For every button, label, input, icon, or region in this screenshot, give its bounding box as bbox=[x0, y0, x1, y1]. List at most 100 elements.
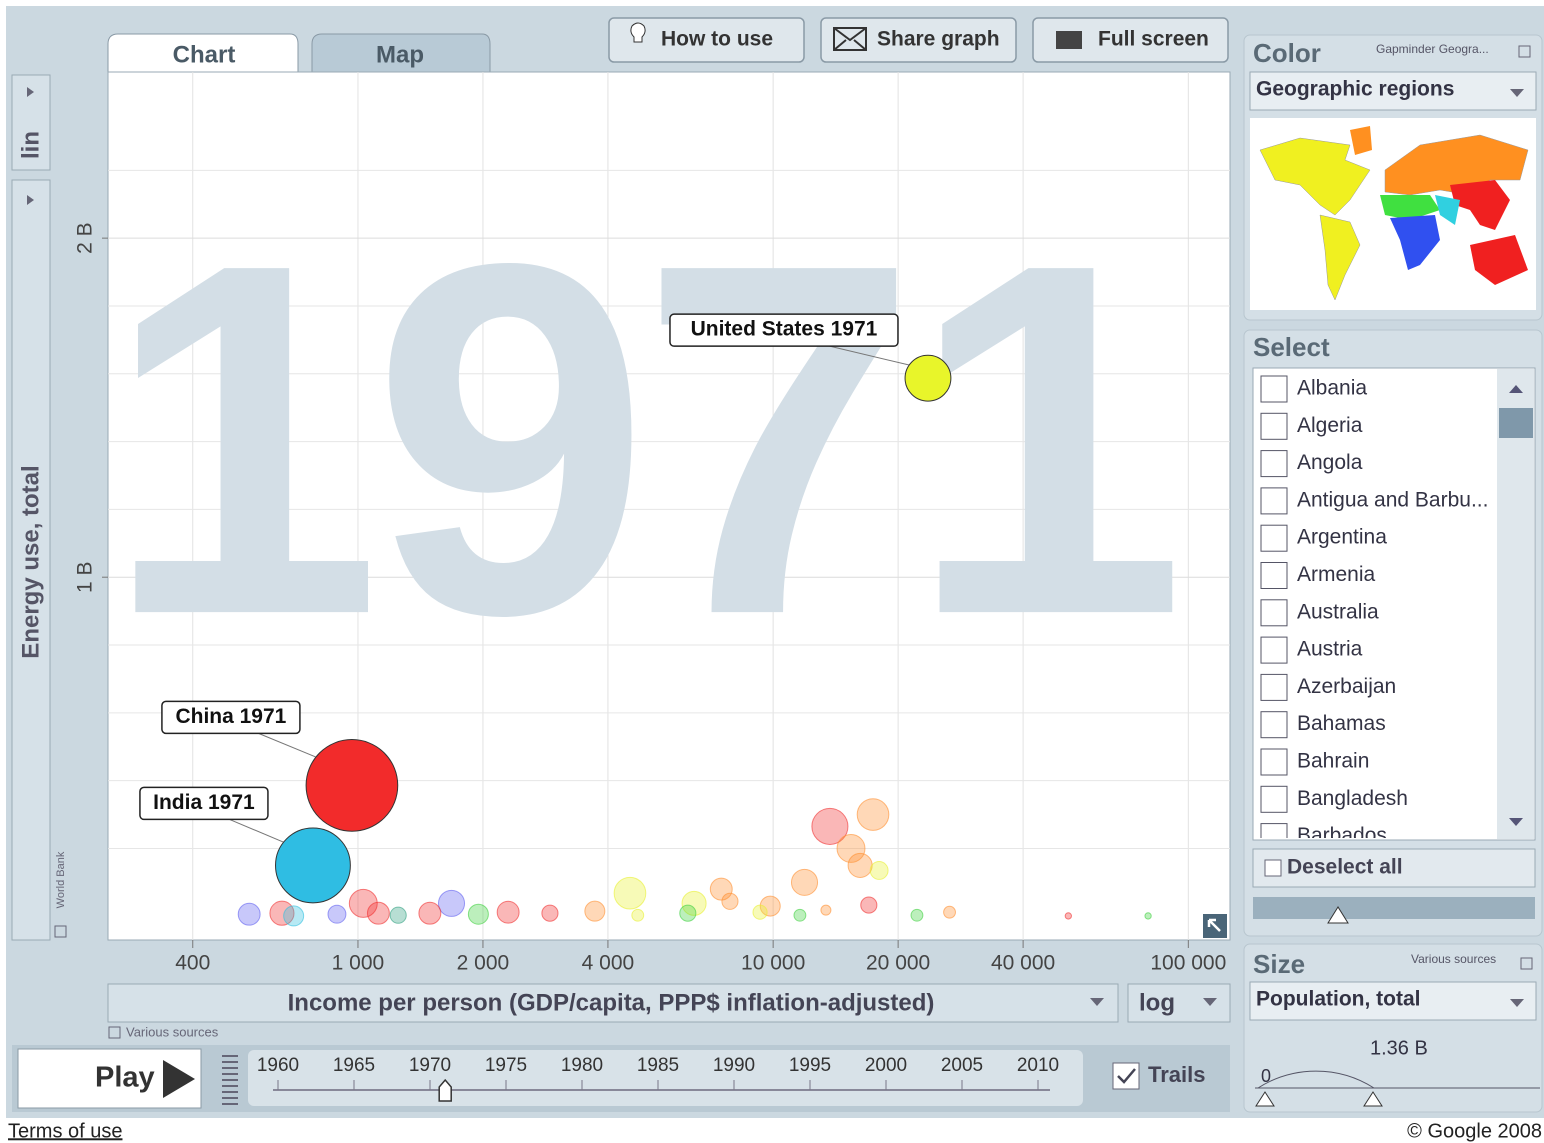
bubble[interactable] bbox=[856, 798, 890, 831]
bubble[interactable] bbox=[631, 908, 645, 922]
bubble[interactable] bbox=[847, 852, 873, 878]
country-name[interactable]: Algeria bbox=[1297, 414, 1363, 437]
button-label: Full screen bbox=[1098, 28, 1209, 51]
bubble[interactable] bbox=[790, 868, 819, 896]
time-slider-thumb[interactable] bbox=[438, 1078, 452, 1102]
country-name[interactable]: Bangladesh bbox=[1297, 787, 1408, 810]
bubble[interactable] bbox=[1064, 912, 1072, 920]
bubble[interactable] bbox=[721, 892, 739, 910]
bubble[interactable] bbox=[389, 906, 407, 924]
bubble[interactable] bbox=[496, 900, 520, 924]
bubble[interactable] bbox=[811, 807, 849, 845]
year-label: 1960 bbox=[257, 1055, 299, 1076]
bubble[interactable] bbox=[860, 896, 878, 914]
trails-checkbox[interactable] bbox=[1112, 1062, 1140, 1090]
scrollbar[interactable] bbox=[1497, 369, 1534, 839]
menu-arrow bbox=[27, 87, 34, 97]
menu-arrow bbox=[1510, 89, 1524, 97]
bubble[interactable] bbox=[904, 354, 952, 402]
x-scale-menu[interactable] bbox=[1127, 983, 1231, 1023]
country-checkbox[interactable] bbox=[1260, 785, 1288, 813]
country-checkbox[interactable] bbox=[1260, 524, 1288, 552]
country-name[interactable]: Bahrain bbox=[1297, 750, 1369, 773]
size-handles[interactable] bbox=[1255, 1091, 1383, 1107]
bubble[interactable] bbox=[910, 908, 924, 922]
mail-icon bbox=[833, 27, 867, 51]
y-scale-label: lin bbox=[17, 131, 44, 159]
tab-chart[interactable] bbox=[107, 33, 299, 73]
deselect-button[interactable] bbox=[1252, 848, 1536, 888]
bubble[interactable] bbox=[943, 905, 956, 919]
expand-icon bbox=[1207, 918, 1221, 932]
year-label: 1990 bbox=[713, 1055, 755, 1076]
bubble[interactable] bbox=[348, 888, 378, 918]
table-icon bbox=[54, 925, 67, 938]
country-checkbox[interactable] bbox=[1260, 450, 1288, 478]
year-label: 1975 bbox=[485, 1055, 527, 1076]
bubble[interactable] bbox=[584, 900, 606, 922]
bubble[interactable] bbox=[681, 890, 707, 916]
country-checkbox[interactable] bbox=[1260, 599, 1288, 627]
bubble[interactable] bbox=[709, 877, 733, 901]
bubble[interactable] bbox=[836, 833, 866, 863]
country-checkbox[interactable] bbox=[1260, 823, 1288, 850]
country-name[interactable]: Azerbaijan bbox=[1297, 675, 1396, 698]
country-name[interactable]: Austria bbox=[1297, 638, 1363, 661]
country-name[interactable]: Armenia bbox=[1297, 563, 1376, 586]
year-label: 1985 bbox=[637, 1055, 679, 1076]
country-name[interactable]: Albania bbox=[1297, 377, 1367, 400]
bubble[interactable] bbox=[820, 904, 832, 916]
country-checkbox[interactable] bbox=[1260, 487, 1288, 515]
bubble[interactable] bbox=[237, 902, 261, 926]
bubble[interactable] bbox=[327, 904, 347, 924]
y-indicator-menu[interactable] bbox=[11, 179, 51, 941]
country-name[interactable]: Australia bbox=[1297, 600, 1379, 623]
terms-link[interactable]: Terms of use bbox=[8, 1120, 122, 1142]
country-name[interactable]: Bahamas bbox=[1297, 712, 1386, 735]
country-checkbox[interactable] bbox=[1260, 711, 1288, 739]
play-icon bbox=[163, 1060, 195, 1098]
year-label: 1970 bbox=[409, 1055, 451, 1076]
country-name[interactable]: Barbados bbox=[1297, 824, 1387, 847]
size-dropdown[interactable] bbox=[1249, 981, 1537, 1021]
country-name[interactable]: Argentina bbox=[1297, 526, 1387, 549]
bubble[interactable] bbox=[418, 901, 442, 925]
bubble[interactable] bbox=[437, 889, 466, 917]
how-to-use-button[interactable] bbox=[608, 17, 805, 63]
color-source: Gapminder Geogra... bbox=[1376, 42, 1489, 56]
color-dropdown[interactable] bbox=[1249, 71, 1537, 111]
country-checkbox[interactable] bbox=[1260, 562, 1288, 589]
bubble[interactable] bbox=[275, 827, 351, 904]
scroll-thumb[interactable] bbox=[1499, 408, 1533, 438]
share-graph-button[interactable] bbox=[820, 17, 1017, 63]
map-east-asia bbox=[1450, 180, 1510, 230]
bubble[interactable] bbox=[283, 905, 305, 927]
bubble[interactable] bbox=[541, 904, 559, 922]
full-screen-button[interactable] bbox=[1032, 17, 1229, 63]
bubble[interactable] bbox=[366, 901, 390, 925]
opacity-slider[interactable] bbox=[1253, 897, 1535, 919]
country-checkbox[interactable] bbox=[1260, 412, 1288, 440]
bubble[interactable] bbox=[305, 739, 399, 832]
bubble[interactable] bbox=[752, 904, 768, 920]
bubble[interactable] bbox=[793, 908, 807, 922]
x-indicator-menu[interactable] bbox=[107, 983, 1119, 1023]
play-button[interactable] bbox=[17, 1048, 202, 1109]
country-name[interactable]: Angola bbox=[1297, 451, 1363, 474]
tab-map[interactable] bbox=[311, 33, 491, 73]
bubble[interactable] bbox=[1144, 912, 1152, 920]
country-checkbox[interactable] bbox=[1260, 673, 1288, 701]
country-checkbox[interactable] bbox=[1260, 375, 1288, 403]
country-name[interactable]: Antigua and Barbu... bbox=[1297, 488, 1488, 511]
speed-icon[interactable] bbox=[222, 1055, 238, 1105]
bubble[interactable] bbox=[869, 861, 889, 880]
bubble[interactable] bbox=[679, 904, 697, 922]
country-checkbox[interactable] bbox=[1260, 748, 1288, 776]
bubble[interactable] bbox=[467, 903, 489, 925]
slider-thumb[interactable] bbox=[1327, 906, 1349, 924]
country-checkbox[interactable] bbox=[1260, 636, 1288, 664]
bubble[interactable] bbox=[613, 876, 647, 910]
bubble[interactable] bbox=[759, 895, 781, 917]
country-list bbox=[1252, 367, 1536, 841]
